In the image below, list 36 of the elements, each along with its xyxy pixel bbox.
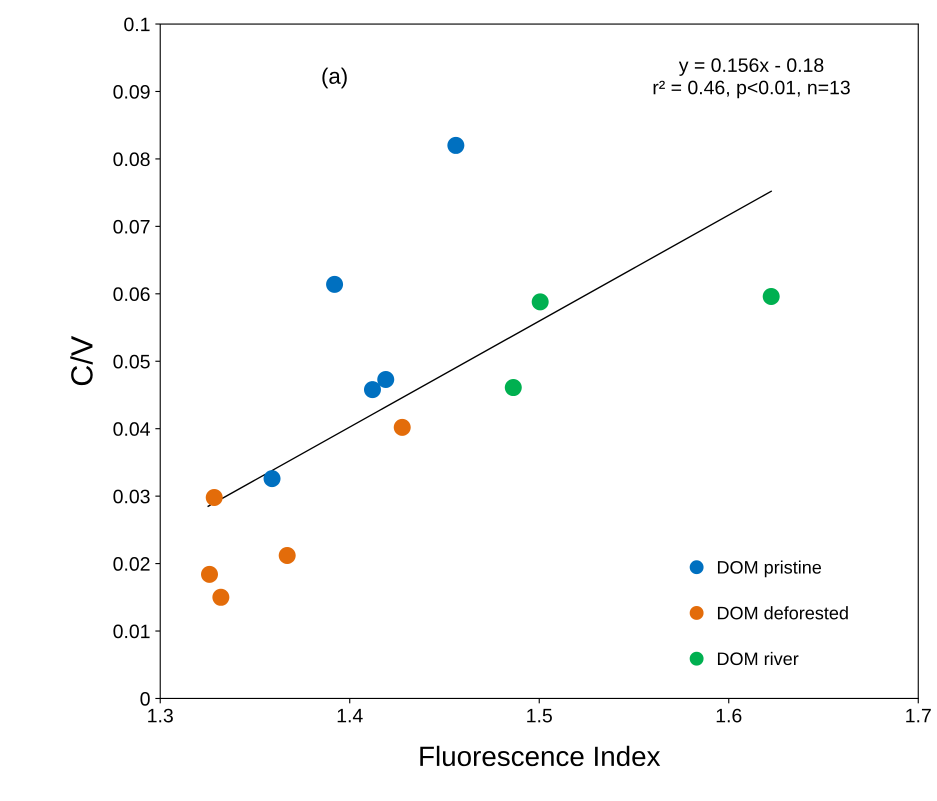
- point: [394, 418, 411, 436]
- point: [206, 488, 223, 506]
- x-tick-label: 1.5: [527, 708, 552, 722]
- legend-label: DOM pristine: [718, 560, 822, 578]
- y-tick-label: 0.07: [113, 220, 150, 234]
- y-tick-label: 0.06: [113, 287, 150, 302]
- annotation: y = 0.156x - 0.18 r² = 0.46, p<0.01, n=13: [654, 58, 850, 98]
- annotation: (a): [322, 68, 347, 88]
- point: [326, 276, 344, 293]
- point: [504, 379, 522, 396]
- point: [377, 370, 394, 388]
- y-tick-label: 0.01: [113, 624, 150, 638]
- y-tick-label: 0.1: [124, 18, 150, 32]
- x-tick-label: 1.3: [148, 708, 173, 722]
- legend-label: DOM deforested: [718, 606, 848, 620]
- y-axis-title: C/V: [70, 336, 93, 386]
- point: [278, 546, 296, 564]
- y-tick-label: 0.08: [113, 152, 150, 166]
- y-tick-label: 0.02: [113, 557, 150, 571]
- point: [447, 136, 464, 154]
- point: [212, 588, 230, 606]
- y-tick-label: 0: [140, 692, 150, 706]
- x-tick-label: 1.7: [906, 708, 931, 722]
- point: [200, 566, 218, 583]
- point: [762, 288, 780, 306]
- point: [364, 381, 381, 398]
- y-tick-label: 0.03: [113, 490, 150, 504]
- x-tick-label: 1.4: [338, 708, 363, 722]
- x-tick-label: 1.6: [716, 708, 742, 722]
- legend-label: DOM river: [718, 652, 798, 666]
- point: [264, 470, 281, 488]
- y-tick-label: 0.09: [113, 84, 150, 99]
- y-tick-label: 0.04: [113, 422, 150, 436]
- point: [532, 293, 549, 310]
- y-tick-label: 0.05: [113, 354, 150, 368]
- x-axis-title: Fluorescence Index: [420, 746, 660, 766]
